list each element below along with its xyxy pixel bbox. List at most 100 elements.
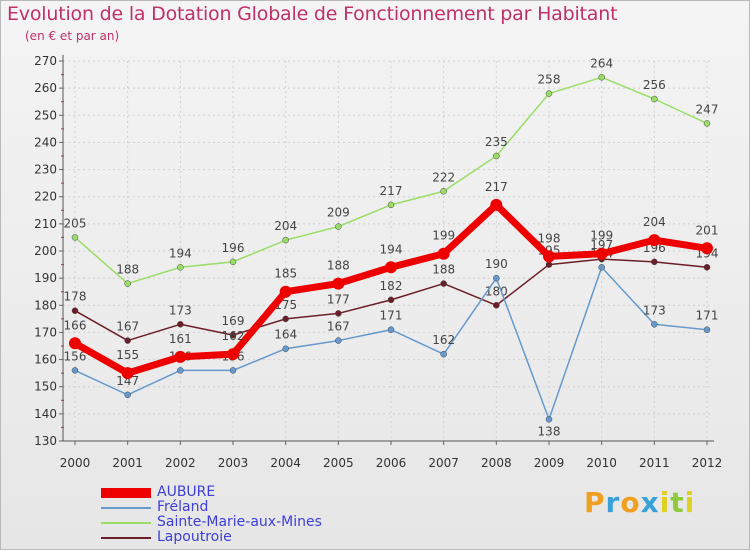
data-point-sainte-marie-aux-mines-2010 (598, 74, 605, 81)
legend-item-lapoutroie: Lapoutroie (101, 530, 322, 545)
data-point-fr-land-2006 (387, 326, 395, 333)
data-point-sainte-marie-aux-mines-2012 (703, 120, 711, 127)
data-point-aubure-2011 (648, 234, 661, 247)
logo-letter: P (584, 486, 606, 519)
data-label-fr-land-2009: 138 (538, 424, 561, 438)
data-label-sainte-marie-aux-mines-2009: 258 (538, 73, 561, 87)
xtick-label-2006: 2006 (376, 456, 407, 470)
data-point-lapoutroie-2004 (282, 315, 289, 323)
data-point-aubure-2012 (701, 242, 713, 255)
data-label-aubure-2007: 199 (432, 229, 455, 243)
chart-title: Evolution de la Dotation Globale de Fonc… (7, 3, 618, 25)
data-point-fr-land-2001 (124, 391, 131, 399)
data-point-fr-land-2011 (651, 321, 658, 328)
legend: AUBURE Fréland Sainte-Marie-aux-Mines La… (101, 485, 322, 545)
ytick-label-200: 200 (34, 244, 57, 258)
data-label-lapoutroie-2006: 182 (380, 279, 403, 293)
chart-subtitle: (en € et par an) (25, 29, 120, 43)
data-point-lapoutroie-2009 (545, 261, 553, 268)
data-point-fr-land-2012 (703, 326, 711, 333)
data-point-aubure-2000 (69, 337, 81, 350)
xtick-label-2008: 2008 (481, 456, 512, 470)
ytick-label-270: 270 (34, 54, 57, 68)
data-label-sainte-marie-aux-mines-2007: 222 (432, 170, 455, 184)
ytick-label-150: 150 (34, 380, 57, 394)
data-point-sainte-marie-aux-mines-2003 (229, 258, 237, 266)
legend-swatch-sainte-marie (101, 521, 151, 524)
data-label-lapoutroie-2007: 188 (432, 263, 455, 277)
data-point-sainte-marie-aux-mines-2000 (71, 234, 79, 241)
ytick-label-160: 160 (34, 353, 57, 367)
legend-label-lapoutroie: Lapoutroie (157, 529, 232, 545)
data-point-aubure-2001 (121, 367, 134, 380)
logo-letter: i (684, 486, 696, 519)
data-point-fr-land-2000 (71, 367, 79, 374)
ytick-label-220: 220 (34, 190, 57, 204)
data-point-fr-land-2002 (177, 367, 184, 374)
data-point-lapoutroie-2000 (71, 307, 79, 314)
logo-letter: o (620, 486, 641, 519)
data-point-lapoutroie-2007 (440, 280, 447, 287)
data-label-aubure-2003: 162 (222, 329, 245, 343)
data-point-aubure-2002 (174, 350, 187, 363)
data-label-fr-land-2001: 147 (116, 374, 139, 388)
data-point-sainte-marie-aux-mines-2008 (493, 152, 500, 160)
data-point-fr-land-2003 (229, 367, 237, 374)
xtick-label-2002: 2002 (165, 456, 196, 470)
data-label-sainte-marie-aux-mines-2010: 264 (590, 56, 613, 70)
data-label-sainte-marie-aux-mines-2000: 205 (64, 216, 87, 230)
logo-letter: i (659, 486, 671, 519)
data-label-aubure-2006: 194 (380, 242, 403, 256)
legend-item-sainte-marie: Sainte-Marie-aux-Mines (101, 515, 322, 530)
data-label-fr-land-2006: 171 (380, 309, 403, 323)
data-point-fr-land-2008 (493, 274, 500, 282)
data-label-lapoutroie-2005: 177 (327, 292, 350, 306)
data-label-aubure-2005: 188 (327, 259, 350, 273)
data-label-sainte-marie-aux-mines-2003: 196 (222, 241, 245, 255)
xtick-label-2000: 2000 (60, 456, 91, 470)
data-label-aubure-2010: 199 (590, 229, 613, 243)
data-label-sainte-marie-aux-mines-2001: 188 (116, 263, 139, 277)
data-point-sainte-marie-aux-mines-2007 (440, 188, 447, 195)
data-label-aubure-2004: 185 (274, 267, 297, 281)
data-label-sainte-marie-aux-mines-2005: 209 (327, 206, 350, 220)
data-label-aubure-2001: 155 (116, 348, 139, 362)
data-point-lapoutroie-2001 (124, 337, 131, 344)
data-point-lapoutroie-2008 (493, 302, 500, 309)
data-point-fr-land-2004 (282, 345, 289, 352)
ytick-label-190: 190 (34, 271, 57, 285)
xtick-label-2010: 2010 (586, 456, 617, 470)
data-point-sainte-marie-aux-mines-2005 (335, 223, 342, 230)
data-point-aubure-2004 (279, 285, 292, 298)
xtick-label-2011: 2011 (639, 456, 670, 470)
data-point-aubure-2010 (595, 247, 608, 260)
legend-swatch-freland (101, 506, 151, 509)
data-label-sainte-marie-aux-mines-2012: 247 (696, 102, 719, 116)
xtick-label-2007: 2007 (428, 456, 459, 470)
data-label-fr-land-2005: 167 (327, 320, 350, 334)
data-point-aubure-2006 (385, 261, 397, 274)
data-point-sainte-marie-aux-mines-2004 (282, 236, 289, 244)
ytick-label-260: 260 (34, 81, 57, 95)
legend-item-aubure: AUBURE (101, 485, 322, 500)
legend-swatch-aubure (101, 487, 151, 498)
data-label-sainte-marie-aux-mines-2004: 204 (274, 219, 297, 233)
data-point-sainte-marie-aux-mines-2011 (651, 95, 658, 103)
legend-label-freland: Fréland (157, 499, 209, 515)
data-point-fr-land-2009 (545, 416, 553, 423)
logo-letter: x (640, 486, 660, 519)
legend-item-freland: Fréland (101, 500, 322, 515)
data-label-fr-land-2008: 190 (485, 257, 508, 271)
xtick-label-2003: 2003 (218, 456, 249, 470)
data-label-sainte-marie-aux-mines-2011: 256 (643, 78, 666, 92)
data-point-lapoutroie-2005 (335, 310, 342, 317)
data-point-sainte-marie-aux-mines-2006 (387, 201, 395, 209)
data-point-lapoutroie-2011 (651, 258, 658, 266)
legend-swatch-lapoutroie (101, 536, 151, 539)
data-label-fr-land-2007: 162 (432, 333, 455, 347)
data-label-fr-land-2004: 164 (274, 328, 297, 342)
data-point-lapoutroie-2006 (387, 296, 395, 304)
data-label-lapoutroie-2008: 180 (485, 284, 508, 298)
xtick-label-2009: 2009 (534, 456, 565, 470)
